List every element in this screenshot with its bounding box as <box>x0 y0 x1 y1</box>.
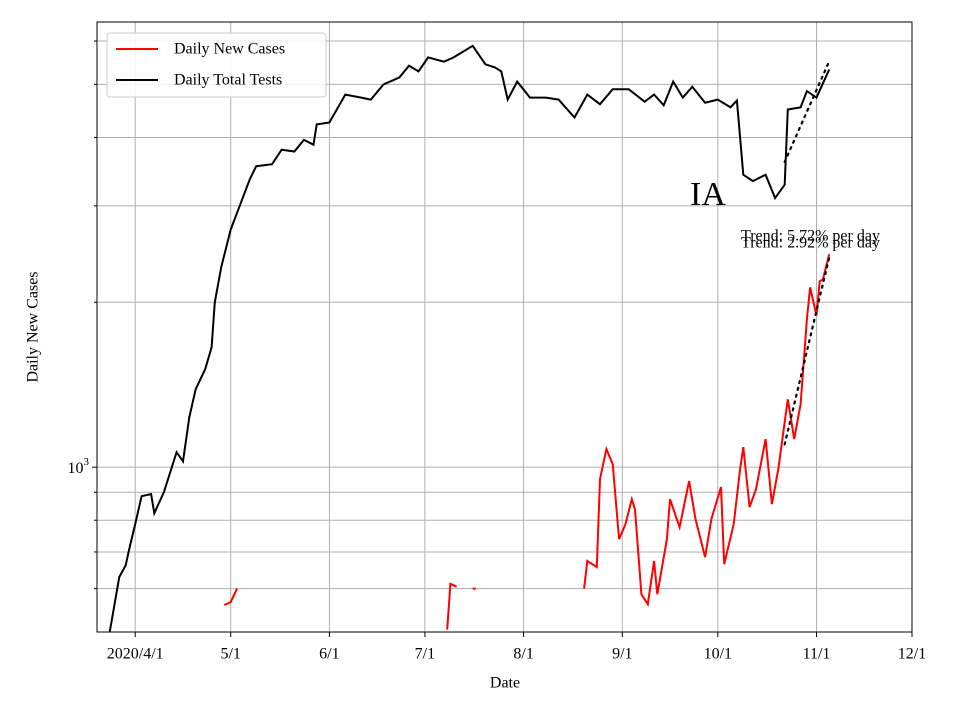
x-tick-label: 11/1 <box>803 646 831 663</box>
x-tick-label: 8/1 <box>513 646 533 663</box>
x-tick-label: 2020/4/1 <box>107 646 164 663</box>
trend-label: Trend: 5.72% per day <box>741 228 880 245</box>
trend-line <box>783 60 831 163</box>
state-annotation: IA <box>690 176 726 213</box>
x-axis-label: Date <box>490 675 520 692</box>
legend-label: Daily New Cases <box>174 41 285 58</box>
trend-label: Trend: 2.92% per day <box>741 235 880 252</box>
data-line <box>108 44 831 632</box>
x-tick-label: 10/1 <box>704 646 732 663</box>
plot-frame <box>96 21 913 633</box>
legend-box <box>106 32 327 98</box>
x-tick-label: 6/1 <box>319 646 339 663</box>
x-tick-label: 9/1 <box>612 646 632 663</box>
legend-label: Daily Total Tests <box>174 72 282 89</box>
x-tick-label: 5/1 <box>220 646 240 663</box>
x-tick-label: 7/1 <box>415 646 435 663</box>
y-tick-label: 103 <box>68 456 90 477</box>
legend: Daily New Cases Daily Total Tests <box>106 32 327 98</box>
data-line <box>223 253 831 630</box>
x-tick-label: 12/1 <box>898 646 926 663</box>
trend-line <box>783 256 831 446</box>
y-axis-label: Daily New Cases <box>25 271 42 382</box>
